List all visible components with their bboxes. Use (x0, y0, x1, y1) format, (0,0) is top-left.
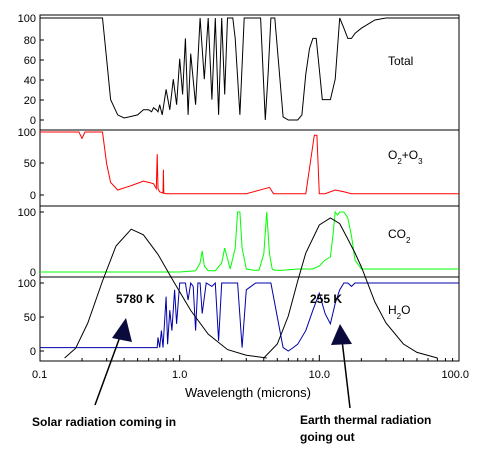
annotation-solar-caption: Solar radiation coming in (32, 415, 176, 429)
annotation-earth-caption-line1: Earth thermal radiation (300, 413, 431, 427)
y-tick-label: 100 (18, 13, 36, 25)
annotation-solar-temp: 5780 K (116, 292, 155, 306)
plot-border (39, 14, 460, 362)
y-tick-label: 60 (24, 55, 36, 67)
series-line-3 (40, 281, 459, 352)
y-tick-label: 40 (24, 75, 36, 87)
panel-label-co2: CO2 (388, 227, 411, 245)
arrow-solar-head (112, 318, 132, 342)
plot-curves (40, 17, 459, 352)
arrow-earth-head (331, 324, 352, 345)
y-tick-label: 80 (24, 35, 36, 47)
blackbody-curve-0 (64, 228, 267, 359)
panel-label-total: Total (388, 54, 413, 68)
y-tick-label: 20 (24, 95, 36, 107)
series-line-1 (40, 131, 459, 195)
y-tick-label: 0 (30, 190, 36, 202)
y-tick-label: 50 (24, 312, 36, 324)
plot-overlay (64, 217, 438, 359)
y-tick-label: 0 (30, 267, 36, 279)
series-line-2 (40, 210, 459, 273)
series-line-0 (40, 17, 459, 121)
annotation-earth-temp: 255 K (310, 292, 342, 306)
y-tick-label: 100 (18, 127, 36, 139)
x-tick-label: 1.0 (172, 369, 187, 381)
y-tick-label: 0 (30, 115, 36, 127)
blackbody-curve-1 (263, 217, 438, 359)
x-tick-label: 0.1 (32, 369, 47, 381)
panel-label-o2o3: O2+O3 (388, 148, 423, 166)
arrow-solar-shaft (94, 333, 122, 406)
arrow-earth-shaft (341, 339, 351, 409)
y-tick-label: 50 (24, 158, 36, 170)
x-tick-label: 100.0 (441, 369, 469, 381)
annotation-earth-caption-line2: going out (300, 430, 355, 444)
x-tick-label: 10.0 (309, 369, 330, 381)
y-tick-label: 100 (18, 207, 36, 219)
y-tick-label: 0 (30, 346, 36, 358)
y-tick-label: 100 (18, 278, 36, 290)
panel-label-h2o: H2O (388, 303, 410, 321)
x-axis-label: Wavelength (microns) (185, 385, 311, 400)
